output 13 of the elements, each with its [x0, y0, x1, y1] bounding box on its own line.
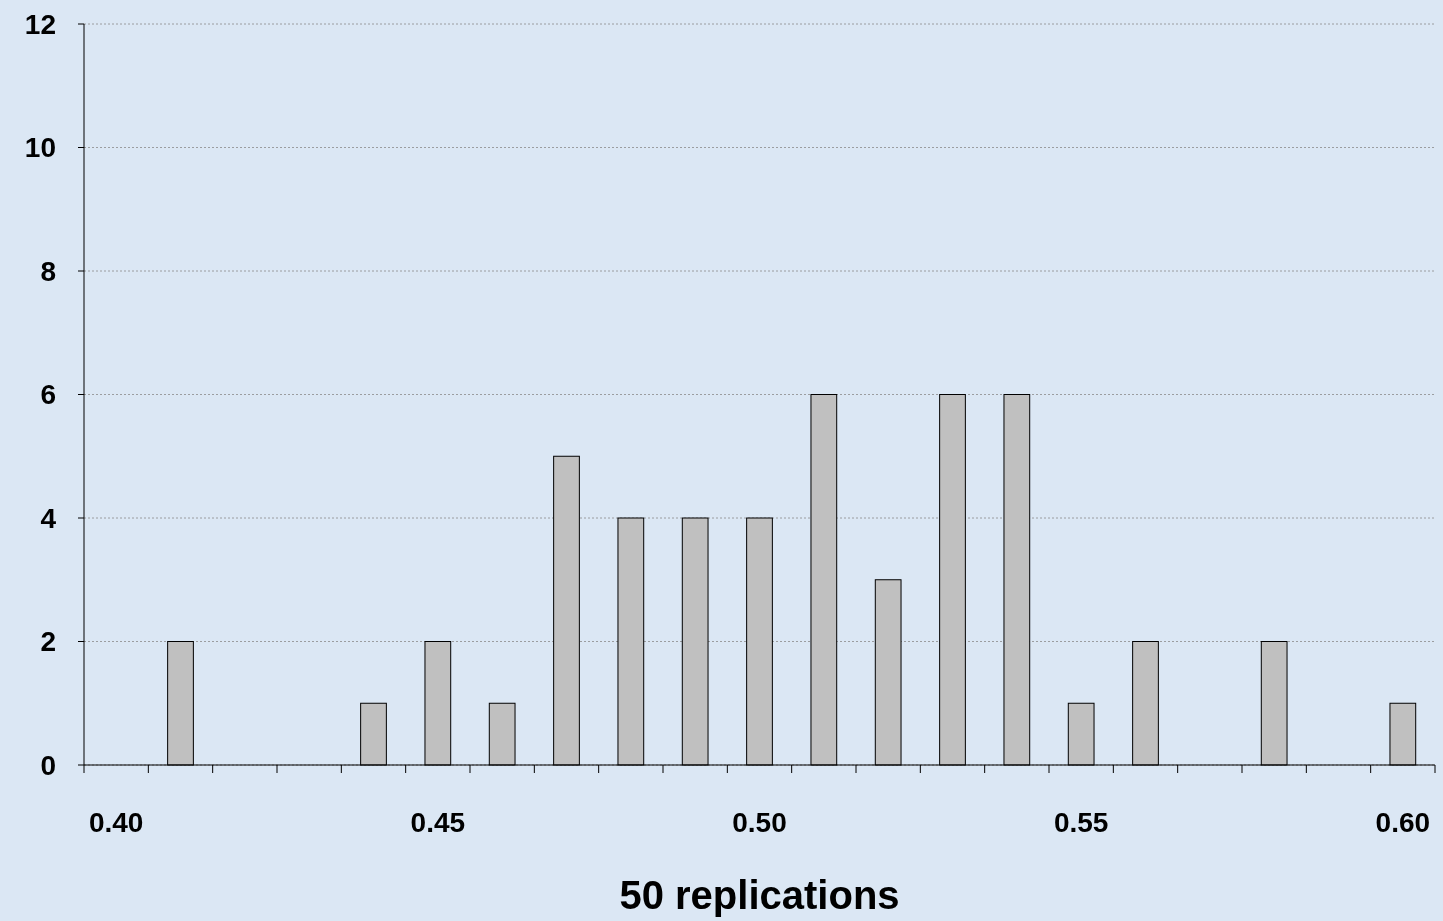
x-tick-label: 0.60	[1375, 807, 1431, 838]
x-axis-title: 50 replications	[619, 873, 900, 917]
y-tick-label: 8	[40, 255, 56, 287]
y-tick-label: 10	[24, 132, 56, 164]
x-tick-label: 0.45	[410, 807, 466, 838]
y-tick-label: 0	[40, 749, 56, 781]
y-tick-label: 4	[40, 502, 57, 534]
y-tick-label: 2	[40, 626, 56, 658]
x-tick-label: 0.50	[732, 807, 787, 838]
y-tick-label: 12	[24, 8, 56, 40]
x-tick-label: 0.40	[88, 807, 144, 838]
x-tick-label: 0.55	[1053, 807, 1109, 838]
y-tick-label: 6	[40, 379, 56, 411]
